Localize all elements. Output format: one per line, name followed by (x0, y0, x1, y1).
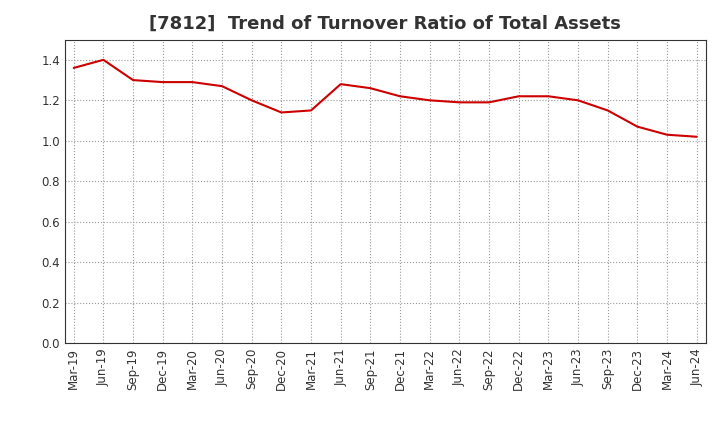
Title: [7812]  Trend of Turnover Ratio of Total Assets: [7812] Trend of Turnover Ratio of Total … (149, 15, 621, 33)
